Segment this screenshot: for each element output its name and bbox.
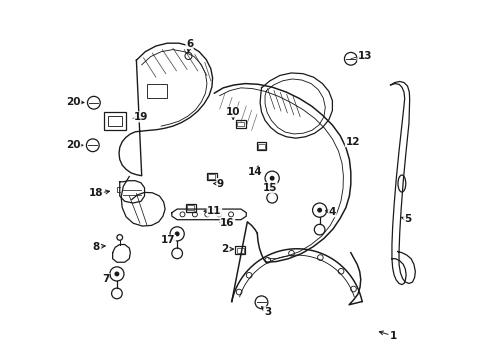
Circle shape	[269, 176, 274, 181]
Text: 14: 14	[247, 167, 262, 177]
Text: 15: 15	[262, 183, 277, 193]
Circle shape	[87, 96, 100, 109]
Text: 8: 8	[93, 242, 100, 252]
Text: 19: 19	[134, 112, 148, 122]
Circle shape	[317, 208, 322, 213]
Text: 20: 20	[66, 97, 81, 107]
Text: 10: 10	[225, 107, 240, 117]
Text: 12: 12	[345, 137, 359, 147]
Circle shape	[110, 267, 124, 281]
Text: 18: 18	[89, 189, 103, 198]
Text: 13: 13	[357, 51, 371, 61]
Text: 4: 4	[328, 207, 335, 217]
Text: 6: 6	[185, 39, 193, 49]
Text: 20: 20	[66, 140, 81, 150]
Circle shape	[170, 227, 184, 241]
Text: 1: 1	[389, 331, 396, 341]
Circle shape	[255, 296, 267, 309]
Circle shape	[174, 231, 179, 237]
Text: 2: 2	[221, 244, 228, 254]
Circle shape	[312, 203, 326, 217]
Circle shape	[111, 288, 122, 299]
Circle shape	[314, 224, 325, 235]
Text: 9: 9	[216, 179, 224, 189]
Circle shape	[264, 171, 279, 185]
Circle shape	[86, 139, 99, 152]
Circle shape	[344, 53, 356, 65]
Text: 11: 11	[207, 206, 221, 216]
Circle shape	[114, 271, 119, 276]
Text: 7: 7	[102, 274, 109, 284]
Text: 16: 16	[220, 218, 234, 228]
Circle shape	[117, 235, 122, 240]
Text: 3: 3	[264, 307, 271, 317]
Text: 5: 5	[403, 214, 410, 224]
Circle shape	[171, 248, 182, 259]
Text: 17: 17	[161, 235, 175, 245]
Circle shape	[266, 192, 277, 203]
